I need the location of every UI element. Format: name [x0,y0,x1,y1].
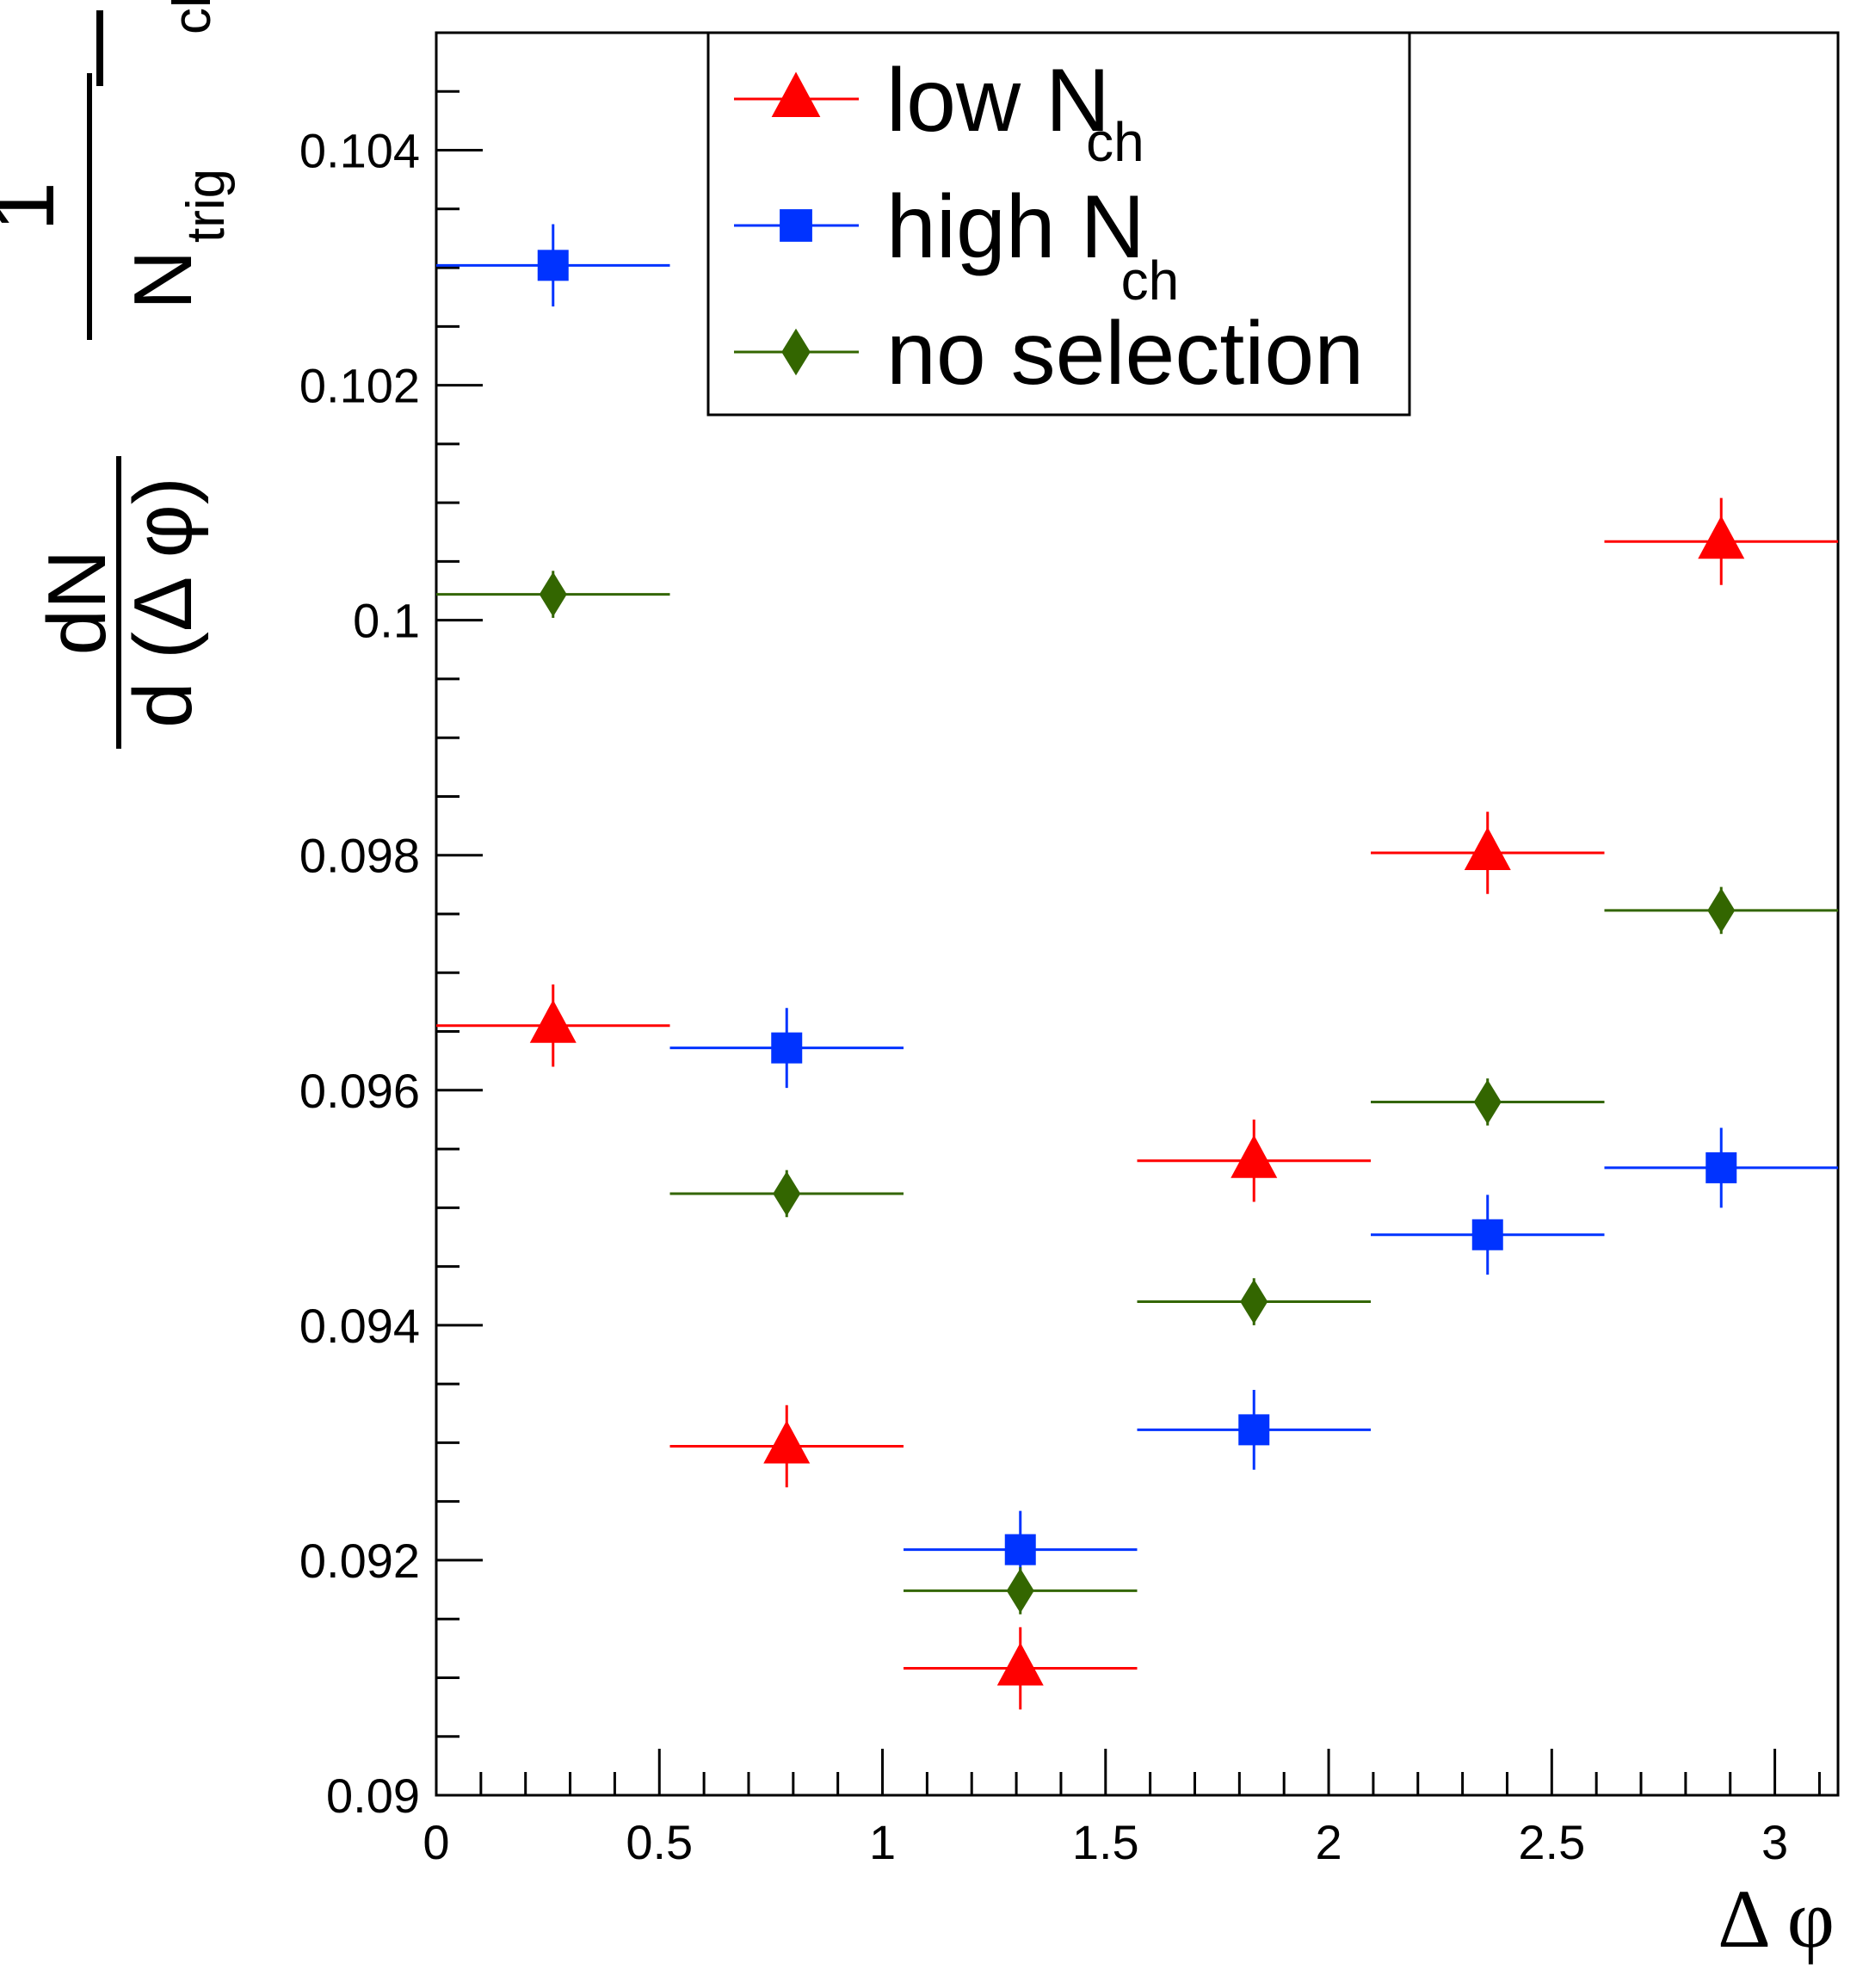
data-series [436,224,1838,1710]
axis-ticks [435,31,1821,1797]
x-axis-title: Δ φ [1718,1873,1835,1965]
legend-entry: no selection [734,304,1364,404]
data-point [1706,1151,1737,1183]
data-point [1006,1568,1034,1614]
series-diamond [436,571,1838,1614]
x-tick-label: 3 [1761,1815,1788,1869]
data-point [1004,1534,1036,1565]
diamond-marker [781,328,811,376]
data-point [1698,516,1745,559]
data-point [1473,1079,1502,1125]
y-title-numerator: dN [31,550,123,656]
y-tick-label: 0.094 [299,1299,420,1353]
y-title-prefactor: 1 [0,182,73,232]
x-tick-label: 1 [869,1815,896,1869]
series-square [436,224,1838,1589]
legend-label-subscript: ch [1121,250,1180,312]
data-point [1238,1414,1270,1446]
y-title-prefactor-denominator: N [117,250,209,310]
y-title-prefactor-sub: trig [176,169,236,243]
data-point [773,1170,801,1216]
data-point [996,1642,1044,1686]
series-triangle [436,497,1838,1710]
legend-label: no selection [886,304,1364,404]
data-point [1240,1279,1268,1324]
y-title-class-rule [96,10,103,86]
x-tick-label: 0.5 [626,1815,693,1869]
y-tick-label: 0.09 [326,1769,420,1823]
y-tick-label: 0.096 [299,1064,420,1118]
legend-label-subscript: ch [1086,111,1144,173]
y-axis-title: dN d (Δ φ) 1 N trig class [0,0,236,749]
x-tick-label: 2.5 [1518,1815,1585,1869]
y-tick-label: 0.1 [353,594,420,648]
data-point [537,250,569,281]
y-title-class-sub: class [163,0,222,34]
data-point [539,571,567,617]
y-tick-labels: 0.09 0.092 0.094 0.096 0.098 0.1 0.102 0.104 [299,124,420,1823]
legend-entry: low Nch [734,51,1144,173]
data-point [1231,1134,1278,1178]
data-point [1471,1219,1503,1250]
triangle-marker [771,71,821,117]
data-point [529,999,577,1043]
x-tick-labels: 0 0.5 1 1.5 2 2.5 3 [423,1815,1788,1869]
x-tick-label: 1.5 [1072,1815,1139,1869]
y-title-denominator: d (Δ φ) [117,477,209,728]
data-point [763,1420,811,1464]
legend-entry: high Nch [734,177,1179,312]
square-marker [780,209,812,242]
x-tick-label: 0 [423,1815,449,1869]
y-tick-label: 0.092 [299,1534,420,1588]
data-point [1707,887,1736,933]
y-tick-label: 0.102 [299,359,420,413]
data-point [771,1032,803,1064]
y-tick-label: 0.098 [299,829,420,883]
data-point [1464,827,1511,871]
y-tick-label: 0.104 [299,124,420,178]
x-tick-label: 2 [1315,1815,1342,1869]
legend-label: high N [886,177,1145,277]
legend-label: low N [886,51,1110,151]
